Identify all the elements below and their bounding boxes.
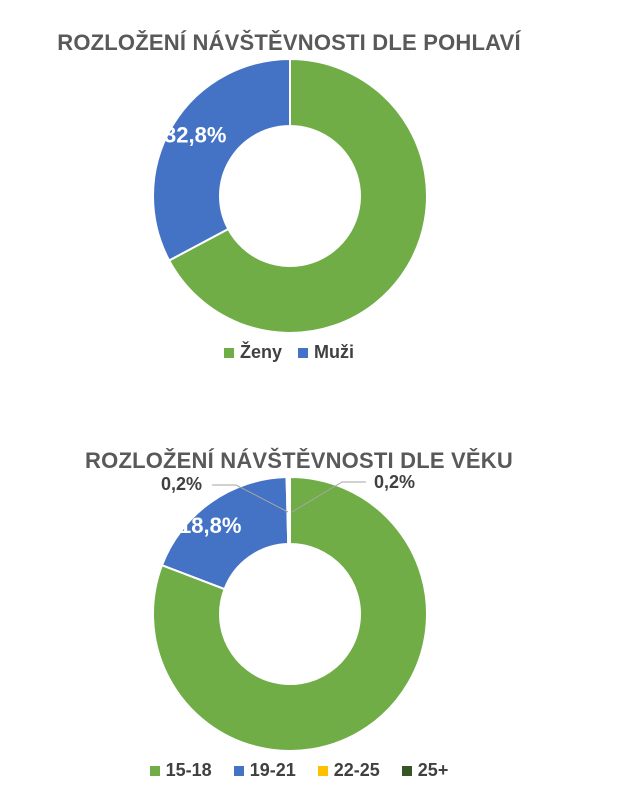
legend-label: 19-21 bbox=[249, 760, 296, 780]
chart-legend: 15-18 19-21 22-25 25+ bbox=[10, 760, 588, 781]
data-label-15-18: 80,8% bbox=[380, 725, 442, 750]
data-label-19-21: 18,8% bbox=[179, 513, 241, 538]
legend-label: 25+ bbox=[417, 760, 449, 780]
legend-swatch bbox=[298, 347, 308, 358]
legend-item-Muži: Muži bbox=[298, 342, 354, 363]
slice-Muži bbox=[152, 57, 291, 262]
legend-item-15-18: 15-18 bbox=[149, 760, 212, 781]
data-label-22-25: 0,2% bbox=[374, 472, 415, 492]
legend-item-25+: 25+ bbox=[401, 760, 449, 781]
chart-legend: Ženy Muži bbox=[0, 342, 578, 363]
leader-line bbox=[212, 484, 289, 513]
legend-swatch bbox=[317, 765, 328, 776]
legend-item-19-21: 19-21 bbox=[233, 760, 296, 781]
slice-19-21 bbox=[160, 476, 290, 591]
slice-25+ bbox=[287, 475, 291, 546]
chart-title: ROZLOŽENÍ NÁVŠTĚVNOSTI DLE VĚKU bbox=[85, 448, 513, 473]
chart-title: ROZLOŽENÍ NÁVŠTĚVNOSTI DLE POHLAVÍ bbox=[57, 30, 521, 55]
data-label-25+: 0,2% bbox=[161, 474, 202, 494]
legend-swatch bbox=[149, 765, 160, 776]
legend-item-Ženy: Ženy bbox=[223, 342, 282, 363]
legend-swatch bbox=[233, 765, 244, 776]
legend-label: 15-18 bbox=[165, 760, 212, 780]
legend-label: Muži bbox=[314, 342, 354, 362]
data-label-Muži: 32,8% bbox=[164, 122, 226, 147]
slice-15-18 bbox=[152, 475, 428, 752]
legend-swatch bbox=[223, 347, 234, 358]
legend-label: Ženy bbox=[239, 342, 282, 362]
slice-Ženy bbox=[167, 57, 428, 334]
legend-item-22-25: 22-25 bbox=[317, 760, 380, 781]
legend-swatch bbox=[401, 765, 412, 776]
leader-line bbox=[291, 481, 366, 513]
data-label-Ženy: 67,2% bbox=[416, 249, 478, 274]
legend-label: 22-25 bbox=[333, 760, 380, 780]
